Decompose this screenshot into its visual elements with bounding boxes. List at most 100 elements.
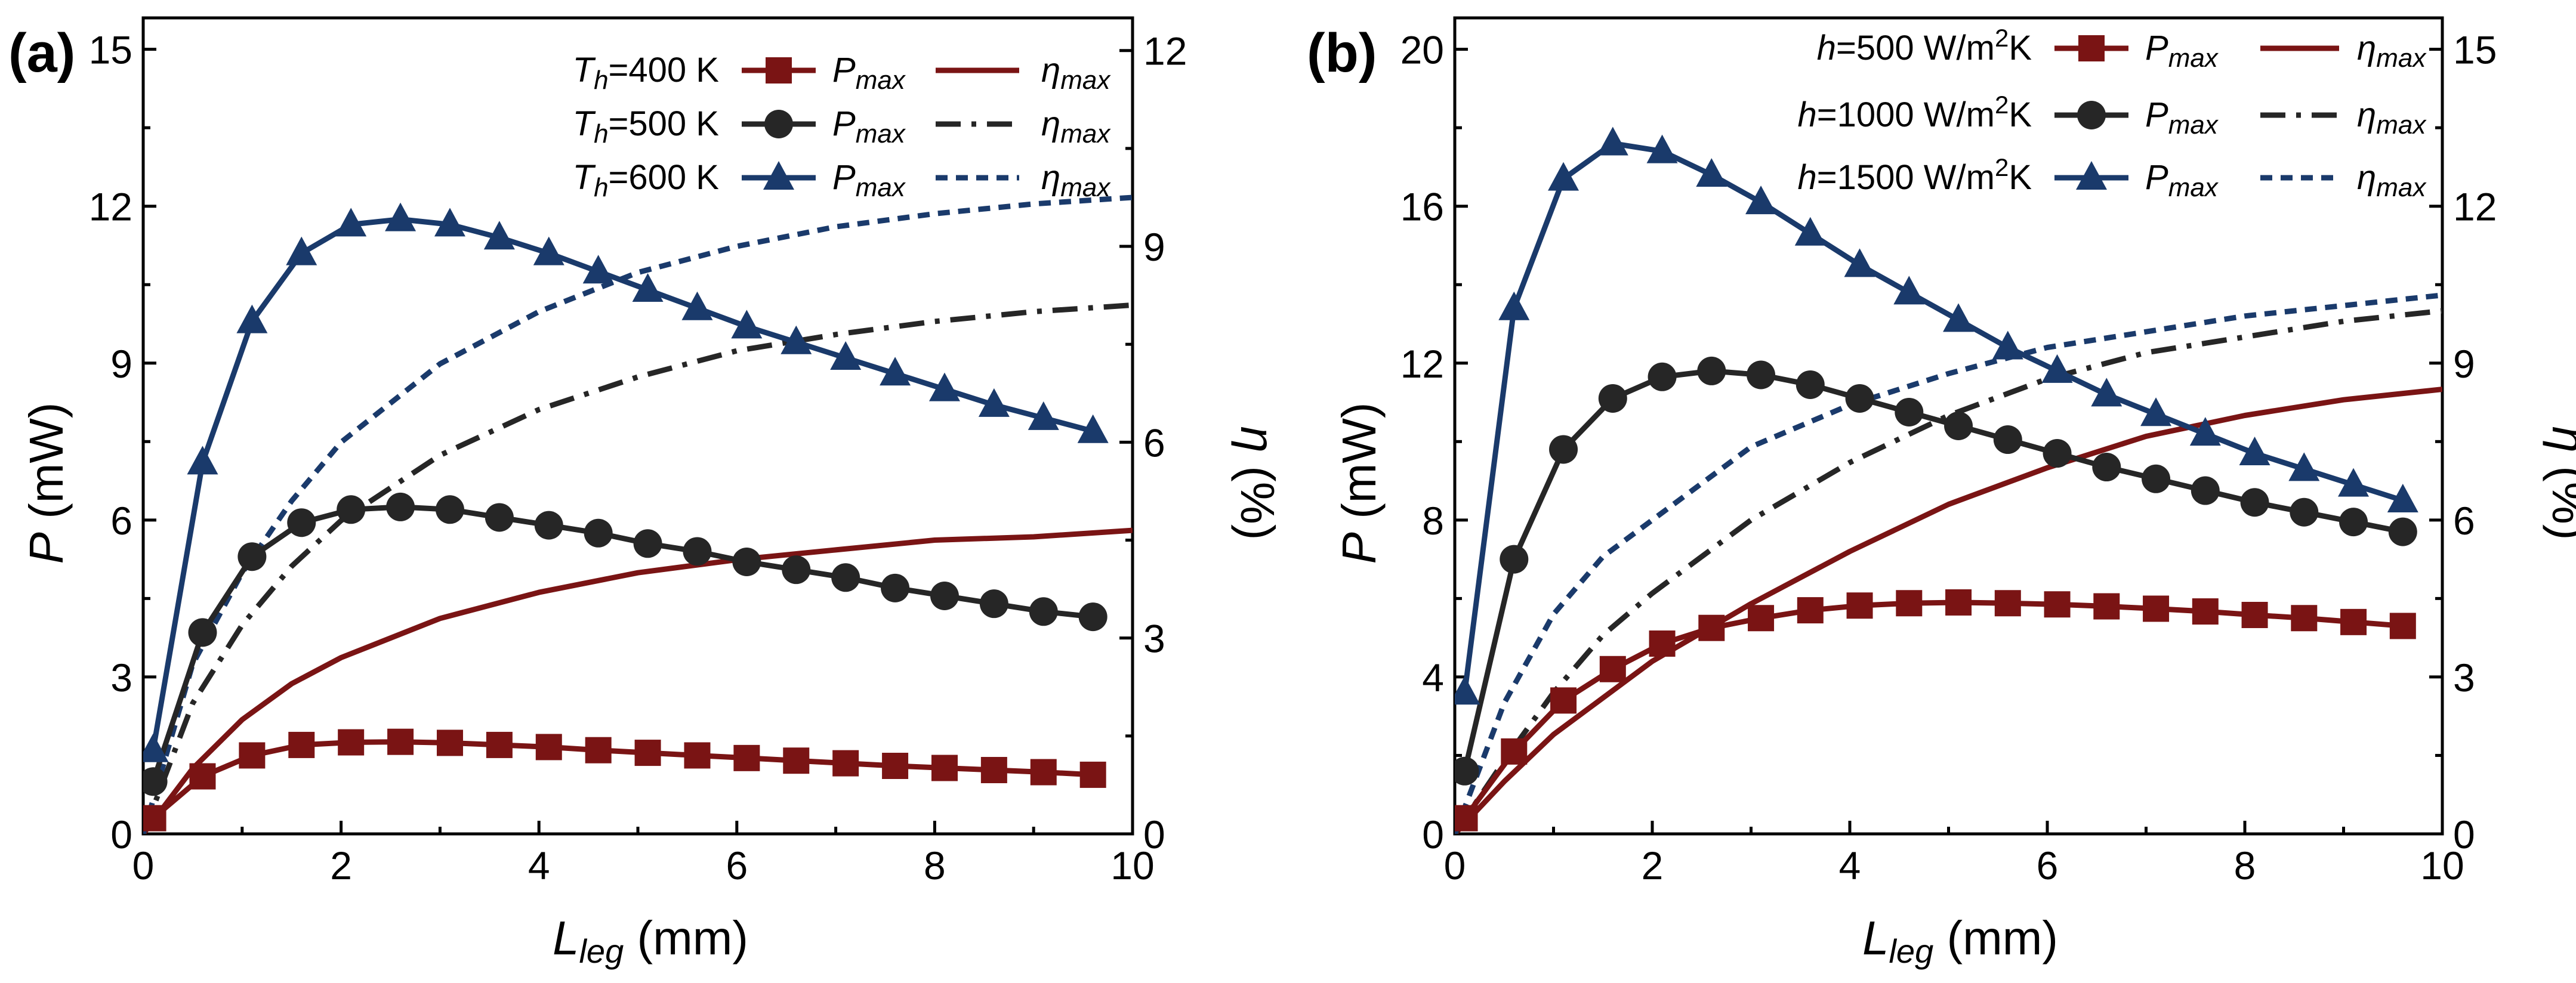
pmax-point-a-2-circle bbox=[732, 548, 761, 576]
pmax-point-b-3-triangle bbox=[2288, 452, 2320, 481]
y2-tick-label-a: 6 bbox=[1143, 421, 1165, 465]
pmax-point-b-1-square bbox=[1846, 592, 1873, 619]
y2-tick-label-a: 9 bbox=[1143, 225, 1165, 269]
pmax-point-b-2-circle bbox=[2142, 464, 2171, 493]
legend-b-label-3: h=1500 W/m2K bbox=[1798, 153, 2032, 197]
x-tick-label-b: 4 bbox=[1839, 843, 1861, 888]
y-tick-label-a: 9 bbox=[110, 342, 132, 386]
x-tick-label-b: 0 bbox=[1444, 843, 1466, 888]
pmax-point-a-3-triangle bbox=[978, 388, 1010, 417]
eta-line-b-1 bbox=[1455, 387, 2442, 834]
legend-b-triangle-marker bbox=[2076, 161, 2107, 190]
legend-a-pmax-2: Pmax bbox=[832, 104, 906, 149]
pmax-point-a-2-circle bbox=[534, 511, 563, 540]
pmax-point-b-2-circle bbox=[2043, 439, 2072, 468]
pmax-point-a-2-circle bbox=[881, 573, 910, 602]
pmax-point-a-1-square bbox=[436, 729, 463, 756]
pmax-point-a-3-triangle bbox=[434, 208, 465, 237]
legend-a-square-marker bbox=[766, 57, 792, 84]
panel-label-a: (a) bbox=[8, 23, 75, 84]
pmax-point-a-3-triangle bbox=[780, 325, 812, 354]
pmax-point-b-1-square bbox=[2291, 605, 2318, 632]
pmax-point-a-3-triangle bbox=[483, 221, 515, 250]
pmax-point-b-1-square bbox=[2192, 598, 2219, 625]
pmax-point-b-3-triangle bbox=[1498, 291, 1530, 320]
legend-a-triangle-marker bbox=[763, 161, 794, 190]
y2-axis-title-a: η (%) bbox=[1231, 426, 1284, 540]
y-tick-label-b: 8 bbox=[1422, 499, 1444, 543]
pmax-point-a-2-circle bbox=[386, 492, 415, 521]
legend-a-label-1: Th=400 K bbox=[573, 51, 720, 95]
y-tick-label-a: 6 bbox=[110, 499, 132, 543]
pmax-point-b-1-square bbox=[2389, 613, 2416, 639]
pmax-point-b-3-triangle bbox=[1696, 158, 1727, 187]
legend-a-pmax-3: Pmax bbox=[832, 158, 906, 202]
pmax-point-b-2-circle bbox=[1648, 362, 1677, 391]
y-tick-label-b: 4 bbox=[1422, 656, 1444, 700]
pmax-point-a-3-triangle bbox=[880, 357, 911, 386]
pmax-point-a-1-square bbox=[387, 728, 414, 755]
pmax-point-a-2-circle bbox=[831, 563, 860, 592]
pmax-point-b-2-circle bbox=[1845, 384, 1874, 413]
pmax-point-a-2-circle bbox=[1029, 597, 1058, 626]
y-tick-label-a: 0 bbox=[110, 812, 132, 857]
pmax-point-a-3-triangle bbox=[187, 446, 218, 475]
legend-b-label-1: h=500 W/m2K bbox=[1817, 24, 2032, 67]
pmax-point-a-3-triangle bbox=[286, 236, 317, 265]
y2-tick-label-b: 3 bbox=[2453, 656, 2475, 700]
y-tick-label-a: 3 bbox=[110, 656, 132, 700]
x-axis-title-a: Lleg (mm) bbox=[553, 911, 748, 970]
x-tick-label-a: 2 bbox=[330, 843, 352, 888]
pmax-point-a-1-square bbox=[338, 729, 365, 756]
pmax-point-a-3-triangle bbox=[681, 291, 713, 320]
legend-a-eta-3: ηmax bbox=[1041, 158, 1111, 202]
pmax-point-a-1-square bbox=[1030, 759, 1057, 786]
legend-b-label-2: h=1000 W/m2K bbox=[1798, 91, 2032, 134]
pmax-point-a-1-square bbox=[783, 747, 810, 774]
pmax-point-a-3-triangle bbox=[533, 236, 564, 265]
y-axis-title-b: P (mW) bbox=[1332, 402, 1386, 564]
pmax-point-b-1-square bbox=[1945, 589, 1972, 616]
pmax-line-b-2 bbox=[1462, 368, 2404, 772]
pmax-point-b-3-triangle bbox=[2338, 468, 2370, 497]
pmax-point-a-2-circle bbox=[782, 555, 811, 585]
legend-a-label-2: Th=500 K bbox=[573, 104, 720, 149]
pmax-point-b-1-square bbox=[1748, 605, 1775, 632]
pmax-line-b-1 bbox=[1462, 599, 2404, 820]
y-tick-label-b: 20 bbox=[1400, 28, 1444, 72]
x-tick-label-b: 6 bbox=[2037, 843, 2059, 888]
pmax-point-a-3-triangle bbox=[236, 304, 268, 333]
pmax-point-a-2-circle bbox=[435, 495, 464, 524]
pmax-point-b-3-triangle bbox=[1455, 676, 1480, 705]
pmax-point-a-1-square bbox=[486, 731, 513, 758]
pmax-point-b-1-square bbox=[2044, 591, 2071, 618]
pmax-point-b-1-square bbox=[1599, 656, 1626, 682]
y2-tick-label-a: 3 bbox=[1143, 617, 1165, 661]
legend-b-eta-3: ηmax bbox=[2357, 158, 2427, 202]
pmax-point-b-1-square bbox=[1501, 738, 1528, 765]
pmax-point-b-2-circle bbox=[1500, 545, 1529, 574]
legend-b-pmax-3: Pmax bbox=[2145, 158, 2219, 202]
legend-a-eta-1: ηmax bbox=[1041, 51, 1111, 95]
pmax-point-b-3-triangle bbox=[2239, 437, 2270, 466]
pmax-point-b-3-triangle bbox=[1794, 217, 1826, 246]
pmax-point-a-2-circle bbox=[337, 495, 366, 524]
pmax-point-a-1-square bbox=[634, 740, 661, 766]
pmax-point-a-2-circle bbox=[979, 589, 1008, 619]
eta-line-b-3 bbox=[1455, 292, 2442, 834]
pmax-point-b-3-triangle bbox=[2189, 417, 2221, 446]
legend-b-pmax-2: Pmax bbox=[2145, 95, 2219, 140]
pmax-point-a-3-triangle bbox=[1077, 414, 1109, 443]
pmax-point-b-1-square bbox=[1896, 590, 1923, 617]
pmax-point-b-3-triangle bbox=[1844, 248, 1875, 277]
x-tick-label-a: 6 bbox=[726, 843, 748, 888]
data-layer-b bbox=[1455, 126, 2442, 834]
pmax-point-b-1-square bbox=[1797, 597, 1824, 624]
y2-tick-label-b: 0 bbox=[2453, 812, 2475, 857]
pmax-point-a-1-square bbox=[143, 805, 166, 831]
